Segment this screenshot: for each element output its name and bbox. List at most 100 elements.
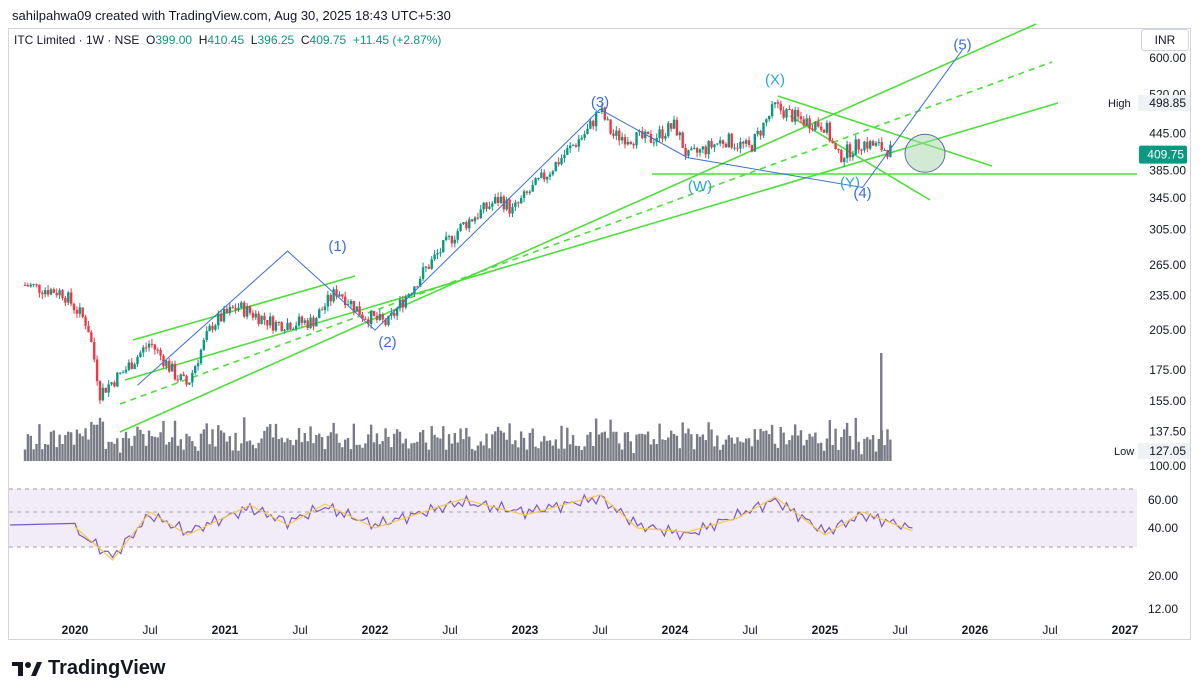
volume-bar: [421, 429, 425, 461]
candle-body: [548, 174, 552, 177]
candle-body: [718, 140, 722, 144]
candle-body: [713, 144, 716, 148]
volume-bar: [563, 448, 566, 461]
candle-body: [883, 149, 886, 151]
volume-bar: [38, 424, 41, 461]
candle-body: [626, 141, 630, 145]
volume-bar: [219, 430, 223, 461]
volume-bar: [90, 421, 93, 461]
brand-name: TradingView: [48, 657, 166, 679]
volume-bar: [286, 438, 289, 461]
time-axis-label: 2025: [812, 623, 839, 637]
volume-bar: [297, 427, 301, 461]
volume-bar: [101, 421, 105, 461]
candle-body: [756, 130, 759, 135]
candle-body: [41, 292, 44, 295]
time-axis-label: Jul: [142, 623, 157, 637]
candle-body: [222, 308, 226, 322]
volume-bar: [395, 429, 399, 461]
volume-bar: [594, 418, 598, 461]
volume-bar: [130, 445, 133, 461]
volume-bar: [418, 432, 422, 461]
candle-body: [768, 116, 771, 120]
tradingview-brand[interactable]: TradingView: [12, 657, 165, 680]
volume-bar: [857, 441, 860, 461]
volume-bar: [193, 446, 197, 461]
candle-body: [433, 254, 436, 260]
ohlc-legend: ITC Limited · 1W · NSE O399.00 H410.45 L…: [14, 33, 441, 47]
volume-bar: [361, 447, 364, 461]
currency-button[interactable]: INR: [1141, 29, 1189, 51]
candle-body: [404, 296, 407, 308]
high-label: H: [198, 33, 208, 47]
candle-body: [600, 107, 604, 112]
candle-body: [557, 162, 560, 165]
volume-bar: [375, 433, 379, 461]
volume-bar: [84, 428, 87, 461]
volume-bar: [433, 434, 436, 461]
candle-body: [505, 199, 508, 210]
volume-bar: [211, 429, 214, 461]
volume-bar: [245, 441, 249, 461]
volume-bar: [597, 434, 601, 461]
candle-body: [133, 364, 136, 370]
candle-body: [828, 122, 832, 142]
candle-body: [707, 141, 710, 155]
candle-body: [251, 312, 255, 318]
volume-bar: [312, 443, 315, 461]
volume-bar: [866, 437, 869, 461]
wave-label: (3): [591, 94, 609, 111]
low-marker-value: 127.05: [1149, 444, 1186, 458]
volume-bar: [482, 445, 485, 461]
candle-body: [753, 134, 757, 152]
volume-bar: [710, 429, 713, 461]
volume-bar: [147, 430, 151, 461]
rsi-axis-label: 20.00: [1148, 569, 1178, 583]
volume-bar: [436, 437, 439, 461]
candle-body: [142, 347, 145, 353]
candle-body: [742, 141, 745, 144]
candle-body: [93, 342, 96, 360]
candle-body: [661, 129, 664, 139]
candle-body: [649, 134, 653, 143]
volume-bar: [462, 439, 465, 461]
candle-body: [107, 384, 110, 393]
volume-bar: [118, 452, 122, 461]
candle-body: [139, 352, 142, 358]
candle-body: [684, 147, 687, 156]
volume-bar: [759, 428, 762, 461]
candle-body: [716, 143, 719, 145]
candle-body: [150, 343, 154, 345]
trend-channel-line: [124, 102, 1059, 381]
volume-bar: [695, 433, 699, 461]
candle-body: [352, 301, 356, 312]
volume-bar: [609, 419, 612, 461]
candle-body: [517, 202, 520, 204]
volume-bar: [231, 450, 234, 461]
candle-body: [165, 360, 168, 367]
volume-bar: [814, 432, 817, 461]
candle-body: [808, 118, 811, 129]
volume-bar: [675, 435, 679, 461]
candle-body: [843, 158, 846, 163]
candle-body: [762, 122, 765, 136]
candle-body: [263, 315, 266, 321]
volume-bar: [170, 437, 174, 461]
candle-body: [641, 131, 644, 139]
volume-bar: [589, 432, 592, 461]
candle-body: [182, 374, 185, 376]
volume-bar: [29, 435, 32, 461]
symbol-label[interactable]: ITC Limited · 1W · NSE: [14, 33, 140, 47]
candle-body: [814, 121, 817, 130]
volume-bar: [318, 433, 321, 461]
candle-body: [528, 191, 532, 193]
candle-body: [551, 171, 555, 175]
candle-body: [837, 149, 840, 151]
candle-body: [620, 137, 624, 141]
volume-bar: [110, 441, 113, 461]
volume-bar: [592, 445, 595, 461]
candle-body: [733, 147, 736, 149]
volume-bar: [834, 428, 837, 461]
candle-body: [424, 266, 428, 268]
